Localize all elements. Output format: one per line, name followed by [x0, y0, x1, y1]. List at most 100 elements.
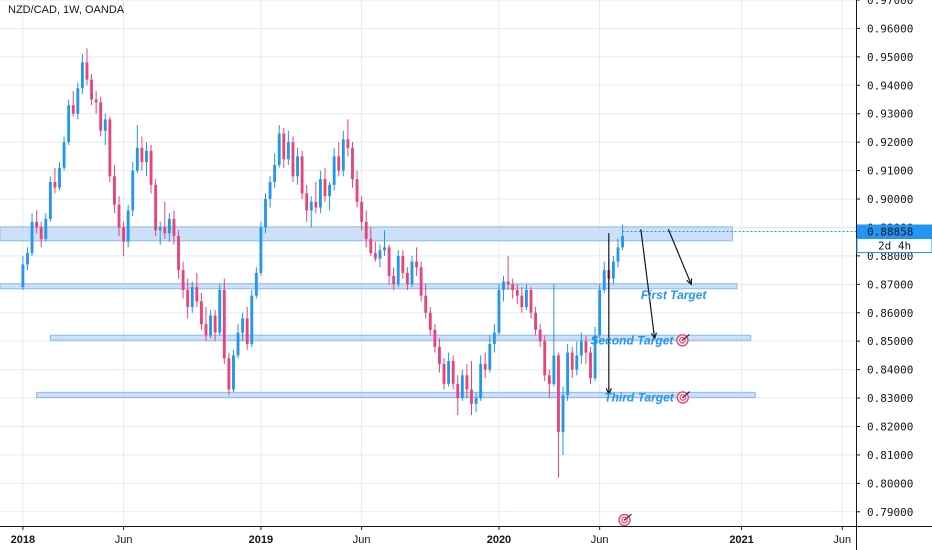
candle-body	[273, 164, 277, 182]
candle-body	[199, 301, 203, 325]
candle-body	[291, 142, 295, 177]
candle-body	[392, 275, 396, 285]
grid-layer	[0, 0, 856, 526]
candle-body	[570, 352, 574, 370]
price-tick-label: 0.82000	[867, 420, 913, 433]
candle-body	[181, 270, 185, 291]
candle-body	[474, 398, 478, 404]
price-tick-label: 0.91000	[867, 165, 913, 178]
candle-body	[332, 156, 336, 185]
symbol-title: NZD/CAD, 1W, OANDA	[8, 4, 125, 16]
candle-body	[492, 332, 496, 345]
candle-body	[232, 355, 235, 390]
candle-body	[227, 358, 231, 390]
candle-body	[433, 329, 437, 347]
time-tick-label: Jun	[833, 534, 851, 546]
candle-body	[524, 290, 528, 308]
target-label: Second Target	[591, 333, 675, 347]
candle-body	[419, 267, 423, 296]
candle-body	[442, 363, 446, 384]
candle-body	[520, 295, 524, 308]
candle-body	[30, 221, 34, 254]
target-icon	[676, 391, 691, 404]
candle-body	[90, 79, 93, 100]
price-tick-label: 0.92000	[867, 136, 913, 149]
candle-body	[616, 247, 620, 262]
time-axis[interactable]: 2018 Jun 2019 Jun 2020 Jun 2021 Jun	[0, 526, 932, 546]
candle-body	[456, 383, 460, 399]
candle-body	[543, 341, 547, 376]
candle-body	[405, 272, 409, 285]
candle-body	[593, 335, 597, 379]
target-arrow-line	[640, 229, 656, 339]
candle-body	[602, 270, 606, 291]
candle-body	[163, 227, 167, 234]
candle-body	[135, 147, 139, 171]
time-tick-label: Jun	[591, 534, 609, 546]
candle-body	[140, 147, 144, 163]
candle-body	[264, 199, 267, 228]
candle-body	[346, 139, 350, 148]
candle-body	[557, 355, 560, 433]
target-arrow-head	[650, 332, 658, 340]
candle-body	[67, 105, 71, 143]
target-arrow-head	[605, 388, 612, 396]
current-price-label: 0.88858	[867, 225, 913, 238]
candle-body	[94, 99, 98, 103]
candle-body	[268, 181, 272, 200]
third-target-zone	[36, 391, 756, 398]
candle-body	[355, 179, 359, 202]
candle-body	[383, 247, 386, 251]
candle-body	[309, 201, 313, 211]
candle-body	[515, 290, 519, 296]
candle-body	[534, 312, 537, 330]
candle-body	[167, 218, 171, 234]
candle-body	[190, 287, 194, 308]
candle-body	[479, 363, 483, 399]
candle-body	[286, 142, 290, 160]
candle-body	[483, 363, 487, 370]
candle-body	[158, 227, 162, 231]
candle-body	[44, 218, 48, 239]
candle-body	[451, 361, 455, 384]
price-tick-label: 0.97000	[867, 0, 913, 7]
candle-body	[277, 133, 281, 165]
candle-body	[71, 105, 75, 114]
time-tick-label: Jun	[353, 534, 371, 546]
candle-body	[465, 375, 469, 390]
target-arrow-head	[686, 278, 693, 286]
candle-body	[447, 361, 451, 384]
candle-body	[195, 287, 199, 302]
candle-body	[186, 290, 190, 308]
candle-layer	[21, 48, 856, 478]
candle-body	[502, 281, 505, 291]
candle-body	[154, 184, 158, 231]
candle-body	[113, 176, 116, 205]
candle-body	[80, 62, 84, 89]
candle-body	[305, 193, 309, 211]
candle-body	[415, 261, 418, 268]
candle-body	[126, 210, 130, 242]
candle-body	[108, 119, 112, 177]
price-axis[interactable]: 0.97000 0.96000 0.95000 0.94000 0.93000 0.920…	[856, 0, 932, 550]
candle-body	[282, 133, 286, 160]
candle-body	[131, 170, 135, 211]
candle-body	[387, 247, 391, 276]
time-tick-label: 2020	[487, 534, 511, 546]
candle-body	[410, 261, 414, 285]
time-tick-label: Jun	[115, 534, 133, 546]
candle-body	[254, 272, 258, 296]
candle-body	[209, 315, 212, 336]
price-tick-label: 0.93000	[867, 108, 913, 121]
candle-body	[149, 150, 153, 185]
candle-body	[538, 329, 542, 342]
candle-body	[373, 253, 377, 259]
candle-body	[428, 312, 432, 330]
candle-body	[470, 389, 473, 404]
countdown-badge	[856, 237, 932, 253]
candle-body	[172, 218, 176, 236]
candle-body	[35, 221, 39, 228]
candle-body	[218, 290, 222, 333]
candle-body	[26, 253, 29, 265]
